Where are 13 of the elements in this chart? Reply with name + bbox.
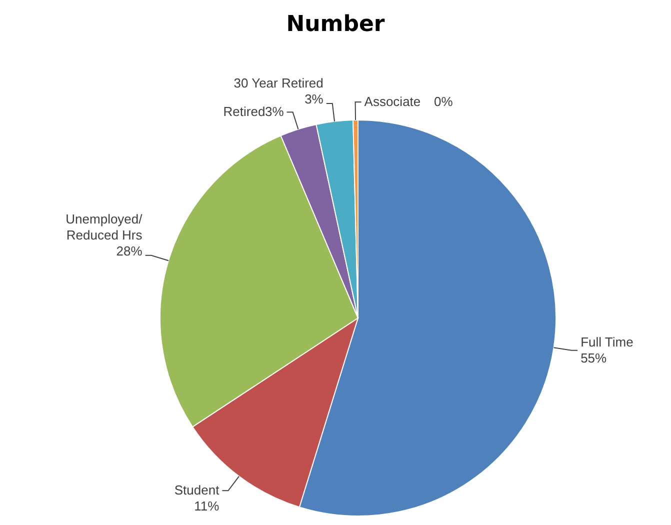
data-label: 0% xyxy=(434,94,454,110)
data-label: 11% xyxy=(194,498,220,514)
slice-label: Unemployed/Reduced Hrs xyxy=(66,211,143,242)
chart-title: Number xyxy=(285,12,386,37)
slice-label: Associate xyxy=(364,94,421,110)
data-label: 55% xyxy=(580,350,608,366)
slice-label: Retired xyxy=(223,104,266,120)
data-label: 3% xyxy=(304,92,324,107)
slice-label: Full Time xyxy=(580,334,634,350)
data-label: 28% xyxy=(116,243,143,258)
data-label: 3% xyxy=(265,104,284,120)
slice-label: Student xyxy=(174,482,220,498)
slice-label: 30 Year Retired xyxy=(234,76,324,91)
